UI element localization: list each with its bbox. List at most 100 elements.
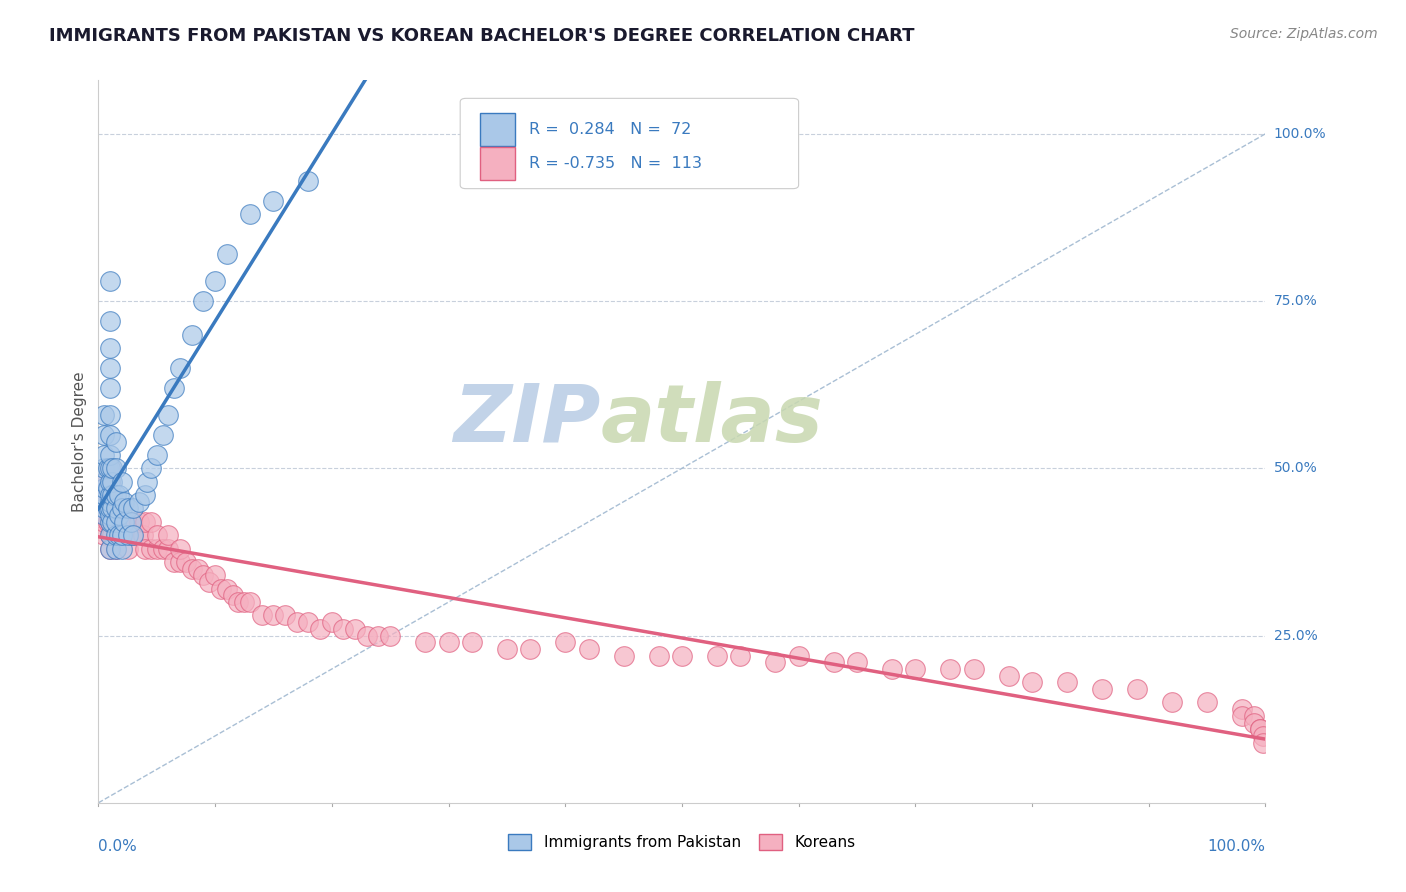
Point — [904, 662, 927, 676]
Point — [139, 541, 162, 556]
Text: atlas: atlas — [600, 381, 823, 458]
Point — [496, 642, 519, 657]
Point — [104, 528, 127, 542]
Point — [93, 508, 115, 523]
Point — [763, 655, 786, 669]
Point — [101, 515, 124, 529]
Point — [98, 488, 121, 502]
Point — [367, 628, 389, 642]
Point — [108, 501, 131, 516]
Point — [108, 508, 131, 523]
Point — [239, 207, 262, 221]
Point — [613, 648, 636, 663]
Point — [104, 501, 127, 516]
Point — [169, 555, 191, 569]
Point — [93, 494, 115, 508]
Point — [120, 515, 142, 529]
Point — [98, 461, 121, 475]
Point — [108, 528, 131, 542]
Point — [93, 427, 115, 442]
Point — [101, 501, 124, 516]
Point — [1249, 723, 1271, 737]
Point — [554, 635, 576, 649]
Point — [98, 541, 121, 556]
Point — [97, 501, 120, 516]
Point — [180, 327, 202, 342]
Point — [98, 448, 121, 462]
Text: 50.0%: 50.0% — [1274, 461, 1317, 475]
Text: 0.0%: 0.0% — [98, 838, 138, 854]
Point — [93, 475, 115, 489]
Point — [108, 528, 131, 542]
Point — [98, 501, 121, 516]
Point — [108, 488, 131, 502]
Point — [97, 482, 120, 496]
Point — [193, 294, 215, 309]
Point — [962, 662, 984, 676]
Point — [112, 515, 135, 529]
Point — [93, 508, 115, 523]
Point — [823, 655, 845, 669]
Text: Source: ZipAtlas.com: Source: ZipAtlas.com — [1230, 27, 1378, 41]
Point — [98, 427, 121, 442]
Point — [163, 381, 186, 395]
Point — [1230, 708, 1253, 723]
Point — [209, 582, 232, 596]
Point — [1195, 696, 1218, 710]
Point — [344, 622, 367, 636]
Point — [108, 515, 131, 529]
Point — [169, 361, 191, 376]
Text: 25.0%: 25.0% — [1274, 629, 1317, 642]
Point — [1126, 681, 1149, 696]
Point — [93, 408, 115, 422]
Point — [1230, 702, 1253, 716]
Text: 100.0%: 100.0% — [1274, 127, 1326, 141]
Point — [262, 194, 284, 208]
Point — [309, 622, 332, 636]
Point — [139, 461, 162, 475]
Point — [146, 448, 169, 462]
Point — [104, 434, 127, 449]
Point — [122, 528, 145, 542]
Point — [163, 555, 186, 569]
Point — [101, 515, 124, 529]
Point — [117, 541, 139, 556]
Point — [117, 501, 139, 516]
Point — [93, 461, 115, 475]
Point — [146, 541, 169, 556]
Point — [198, 575, 221, 590]
Y-axis label: Bachelor's Degree: Bachelor's Degree — [72, 371, 87, 512]
Point — [93, 501, 115, 516]
Point — [461, 635, 484, 649]
Point — [104, 528, 127, 542]
Point — [204, 568, 226, 582]
Point — [413, 635, 436, 649]
Point — [101, 475, 124, 489]
Point — [98, 515, 121, 529]
Point — [111, 541, 134, 556]
Point — [274, 608, 297, 623]
Point — [104, 515, 127, 529]
Point — [157, 528, 180, 542]
Point — [215, 582, 238, 596]
Point — [122, 501, 145, 516]
Point — [98, 408, 121, 422]
Point — [157, 541, 180, 556]
Point — [204, 274, 226, 288]
Point — [787, 648, 810, 663]
Point — [152, 427, 174, 442]
Point — [169, 541, 191, 556]
Point — [98, 381, 121, 395]
Point — [93, 482, 115, 496]
Point — [117, 515, 139, 529]
Point — [1243, 708, 1265, 723]
Point — [297, 615, 319, 630]
Point — [98, 528, 121, 542]
Point — [1251, 729, 1274, 743]
Point — [180, 562, 202, 576]
Point — [139, 515, 162, 529]
Point — [730, 648, 752, 663]
Point — [98, 494, 121, 508]
Point — [706, 648, 728, 663]
Point — [132, 528, 155, 542]
